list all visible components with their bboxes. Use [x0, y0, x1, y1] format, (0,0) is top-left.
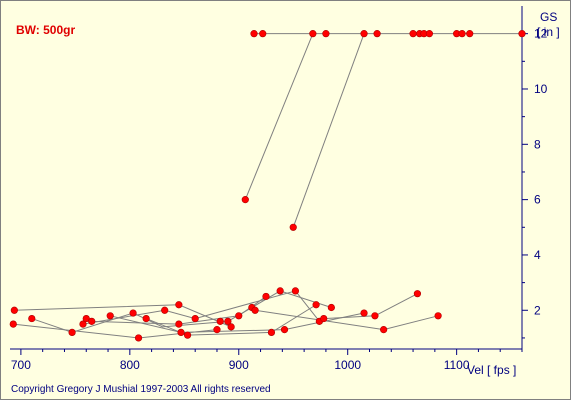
data-point	[309, 30, 317, 38]
data-point	[9, 320, 17, 328]
data-point	[291, 287, 300, 295]
data-point	[175, 301, 183, 309]
data-point	[320, 314, 328, 323]
data-point	[434, 312, 442, 320]
data-point	[327, 303, 335, 312]
data-point	[458, 30, 466, 38]
data-point	[371, 312, 379, 320]
data-point	[276, 287, 284, 295]
x-tick-label: 1100	[444, 358, 470, 372]
y-tick-label: 10	[534, 82, 548, 96]
data-point	[235, 312, 243, 320]
y-tick-label: 4	[534, 248, 541, 262]
series-line	[145, 304, 317, 336]
data-point	[251, 306, 259, 314]
y-tick-label: 6	[534, 193, 541, 207]
data-point	[373, 30, 381, 38]
series-line	[292, 33, 365, 228]
data-point	[106, 312, 114, 320]
chart-title: BW: 500gr	[16, 23, 75, 37]
data-point	[79, 320, 87, 328]
y-tick-label: 2	[534, 303, 541, 317]
data-point	[28, 314, 36, 323]
data-point	[10, 306, 18, 314]
x-tick-label: 800	[120, 358, 140, 372]
series-line	[82, 290, 320, 325]
data-point	[360, 309, 368, 317]
data-point	[312, 301, 320, 309]
series-line	[323, 293, 418, 320]
x-tick-label: 1000	[334, 358, 361, 372]
x-axis-label: Vel [ fps ]	[467, 363, 516, 377]
data-point	[289, 223, 297, 231]
data-point	[175, 320, 183, 328]
y-axis-label-line1: GS	[540, 10, 557, 24]
data-point	[267, 328, 276, 337]
data-point	[518, 30, 526, 38]
series-line	[31, 290, 332, 333]
data-point	[280, 326, 289, 334]
series-line	[244, 33, 314, 200]
data-point	[425, 30, 434, 38]
data-point	[161, 306, 169, 314]
data-point	[142, 314, 150, 323]
data-point	[241, 196, 249, 204]
data-point	[68, 328, 76, 337]
x-tick-label: 900	[229, 358, 249, 372]
y-tick-label: 8	[534, 137, 541, 151]
y-tick-label: 12	[534, 27, 548, 41]
data-point	[88, 317, 96, 325]
data-point	[183, 331, 192, 339]
y-axis-label-line2: [ in ]	[537, 25, 560, 39]
data-point	[413, 290, 422, 298]
copyright-text: Copyright Gregory J Mushial 1997-2003 Al…	[11, 384, 271, 395]
data-point	[360, 30, 368, 38]
data-point	[250, 30, 258, 38]
data-point	[466, 30, 474, 38]
data-point	[191, 314, 199, 323]
data-point	[134, 334, 143, 342]
data-point	[409, 30, 417, 38]
data-point	[213, 326, 221, 334]
data-point	[380, 326, 388, 334]
x-tick-label: 700	[11, 358, 31, 372]
data-point	[262, 292, 270, 301]
data-point	[227, 323, 235, 331]
data-point	[177, 328, 185, 337]
data-point	[259, 30, 267, 38]
data-point	[216, 317, 224, 325]
data-point	[129, 309, 137, 317]
data-point	[322, 30, 330, 38]
data-point	[224, 317, 232, 325]
series-line	[91, 296, 267, 325]
